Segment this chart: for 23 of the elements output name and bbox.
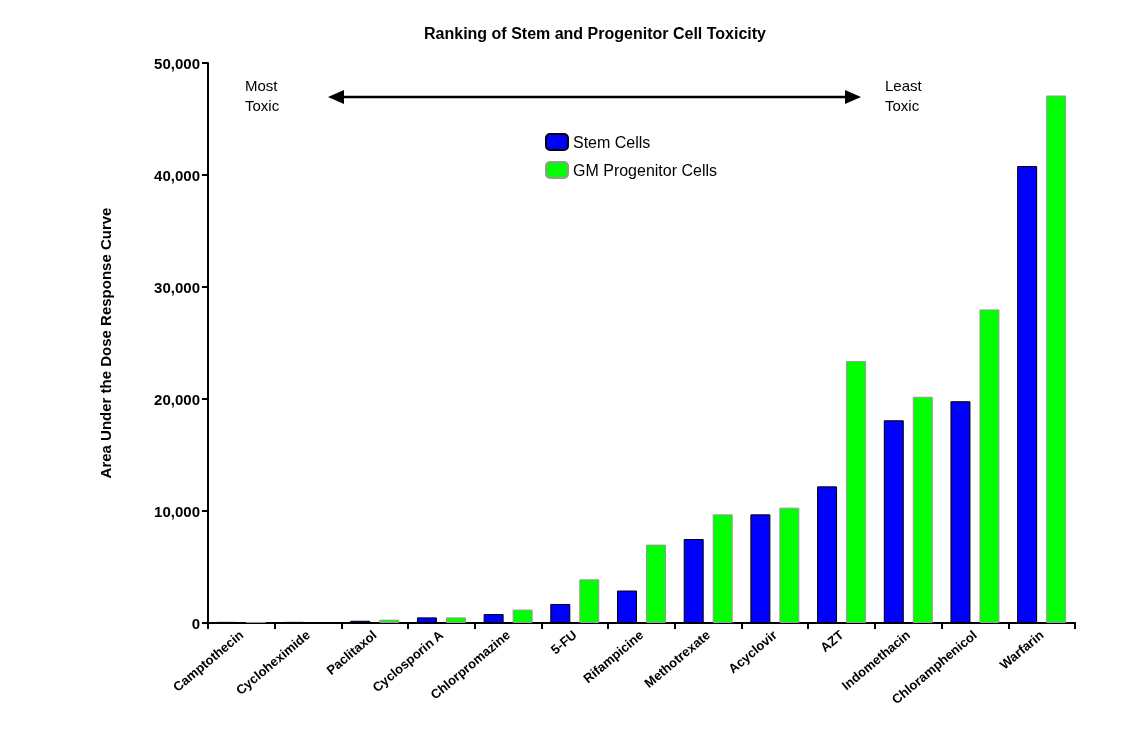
chart-title: Ranking of Stem and Progenitor Cell Toxicity bbox=[424, 24, 767, 42]
bar bbox=[1046, 95, 1067, 623]
annotation: Least Toxic bbox=[885, 76, 926, 114]
y-tick-label: 0 bbox=[191, 614, 200, 632]
y-tick-label: 20,000 bbox=[154, 390, 200, 408]
bar bbox=[646, 544, 666, 623]
y-axis-title: Area Under the Dose Response Curve bbox=[97, 207, 114, 479]
legend-label: Stem Cells bbox=[573, 133, 651, 151]
bar bbox=[445, 617, 466, 623]
bar bbox=[912, 396, 933, 623]
bar bbox=[979, 309, 1000, 623]
bar bbox=[779, 507, 800, 623]
legend-label: GM Progenitor Cells bbox=[573, 161, 718, 179]
y-tick-label: 50,000 bbox=[154, 54, 200, 72]
bar bbox=[846, 360, 867, 623]
annotation: Most Toxic bbox=[245, 76, 282, 114]
bar bbox=[579, 579, 600, 623]
y-tick-label: 40,000 bbox=[154, 166, 200, 184]
y-tick-label: 10,000 bbox=[154, 502, 200, 520]
y-tick-label: 30,000 bbox=[154, 278, 200, 296]
bar bbox=[512, 609, 533, 623]
bar bbox=[712, 514, 733, 623]
bar bbox=[379, 619, 400, 623]
